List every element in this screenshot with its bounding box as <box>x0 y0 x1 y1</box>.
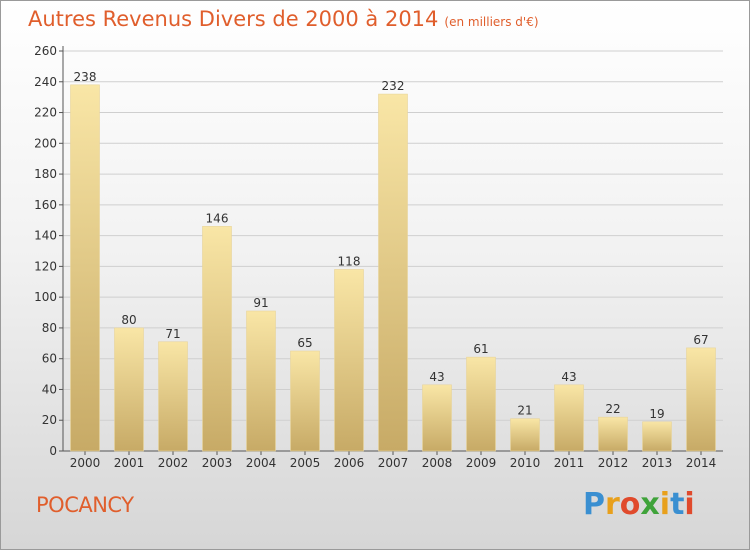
bar-2007 <box>378 93 408 452</box>
x-tick-label: 2002 <box>158 456 189 470</box>
x-tick-label: 2013 <box>642 456 673 470</box>
brand-logo-letter: i <box>659 487 671 522</box>
data-label: 43 <box>429 370 444 384</box>
y-tick-label: 160 <box>34 198 57 212</box>
data-label: 80 <box>121 313 136 327</box>
location-label: POCANCY <box>36 493 134 517</box>
brand-logo-letter: t <box>670 487 685 522</box>
x-tick-label: 2014 <box>686 456 717 470</box>
y-tick-label: 100 <box>34 290 57 304</box>
data-label: 91 <box>253 296 268 310</box>
y-tick-label: 0 <box>49 444 57 458</box>
x-tick-label: 2005 <box>290 456 321 470</box>
x-tick-label: 2000 <box>70 456 101 470</box>
y-tick-label: 220 <box>34 106 57 120</box>
bar-2005 <box>290 350 320 452</box>
bar-2012 <box>598 416 628 452</box>
data-label: 118 <box>338 254 361 268</box>
y-tick-label: 240 <box>34 75 57 89</box>
y-tick-label: 20 <box>42 413 57 427</box>
data-label: 146 <box>206 211 229 225</box>
x-tick-label: 2012 <box>598 456 629 470</box>
data-label: 43 <box>561 370 576 384</box>
bar-2006 <box>334 269 364 452</box>
data-labels: 238 80 71 146 91 65 118 232 43 61 21 43 22 19 67 <box>74 70 709 421</box>
y-tick-label: 260 <box>34 44 57 58</box>
y-tick-label: 140 <box>34 229 57 243</box>
y-tick-label: 180 <box>34 167 57 181</box>
chart-subtitle: (en milliers d'€) <box>444 15 539 29</box>
bar-2011 <box>554 384 584 452</box>
brand-logo-letter: r <box>605 487 620 522</box>
x-tick-label: 2011 <box>554 456 585 470</box>
bar-2010 <box>510 418 540 452</box>
bars <box>70 84 716 452</box>
bar-2000 <box>70 84 100 452</box>
data-label: 67 <box>693 333 708 347</box>
bar-2004 <box>246 310 276 452</box>
data-label: 21 <box>517 404 532 418</box>
bar-2009 <box>466 356 496 452</box>
x-tick-label: 2009 <box>466 456 497 470</box>
x-tick-label: 2010 <box>510 456 541 470</box>
data-label: 238 <box>74 70 97 84</box>
brand-logo-letter: i <box>684 487 695 522</box>
y-tick-label: 200 <box>34 136 57 150</box>
x-tick-label: 2006 <box>334 456 365 470</box>
data-label: 232 <box>382 79 405 93</box>
y-tick-label: 120 <box>34 259 57 273</box>
bar-2002 <box>158 341 188 452</box>
brand-logo: Proxiti <box>583 487 695 522</box>
data-label: 71 <box>165 327 180 341</box>
x-tick-label: 2004 <box>246 456 277 470</box>
data-label: 19 <box>649 407 664 421</box>
bar-2008 <box>422 384 452 452</box>
data-label: 65 <box>297 336 312 350</box>
bar-2013 <box>642 421 672 452</box>
data-label: 61 <box>473 342 488 356</box>
bar-2001 <box>114 327 144 452</box>
data-label: 22 <box>605 402 620 416</box>
brand-logo-letter: x <box>640 487 660 522</box>
chart-title: Autres Revenus Divers de 2000 à 2014 (en … <box>28 7 539 31</box>
brand-logo-letter: P <box>583 487 605 522</box>
y-tick-label: 80 <box>42 321 57 335</box>
brand-logo-letter: o <box>619 487 641 522</box>
x-tick-label: 2001 <box>114 456 145 470</box>
y-tick-label: 40 <box>42 382 57 396</box>
chart-title-text: Autres Revenus Divers de 2000 à 2014 <box>28 7 439 31</box>
y-tick-label: 60 <box>42 352 57 366</box>
x-tick-label: 2007 <box>378 456 409 470</box>
bar-2014 <box>686 347 716 452</box>
bar-2003 <box>202 226 232 452</box>
x-tick-label: 2003 <box>202 456 233 470</box>
x-tick-label: 2008 <box>422 456 453 470</box>
